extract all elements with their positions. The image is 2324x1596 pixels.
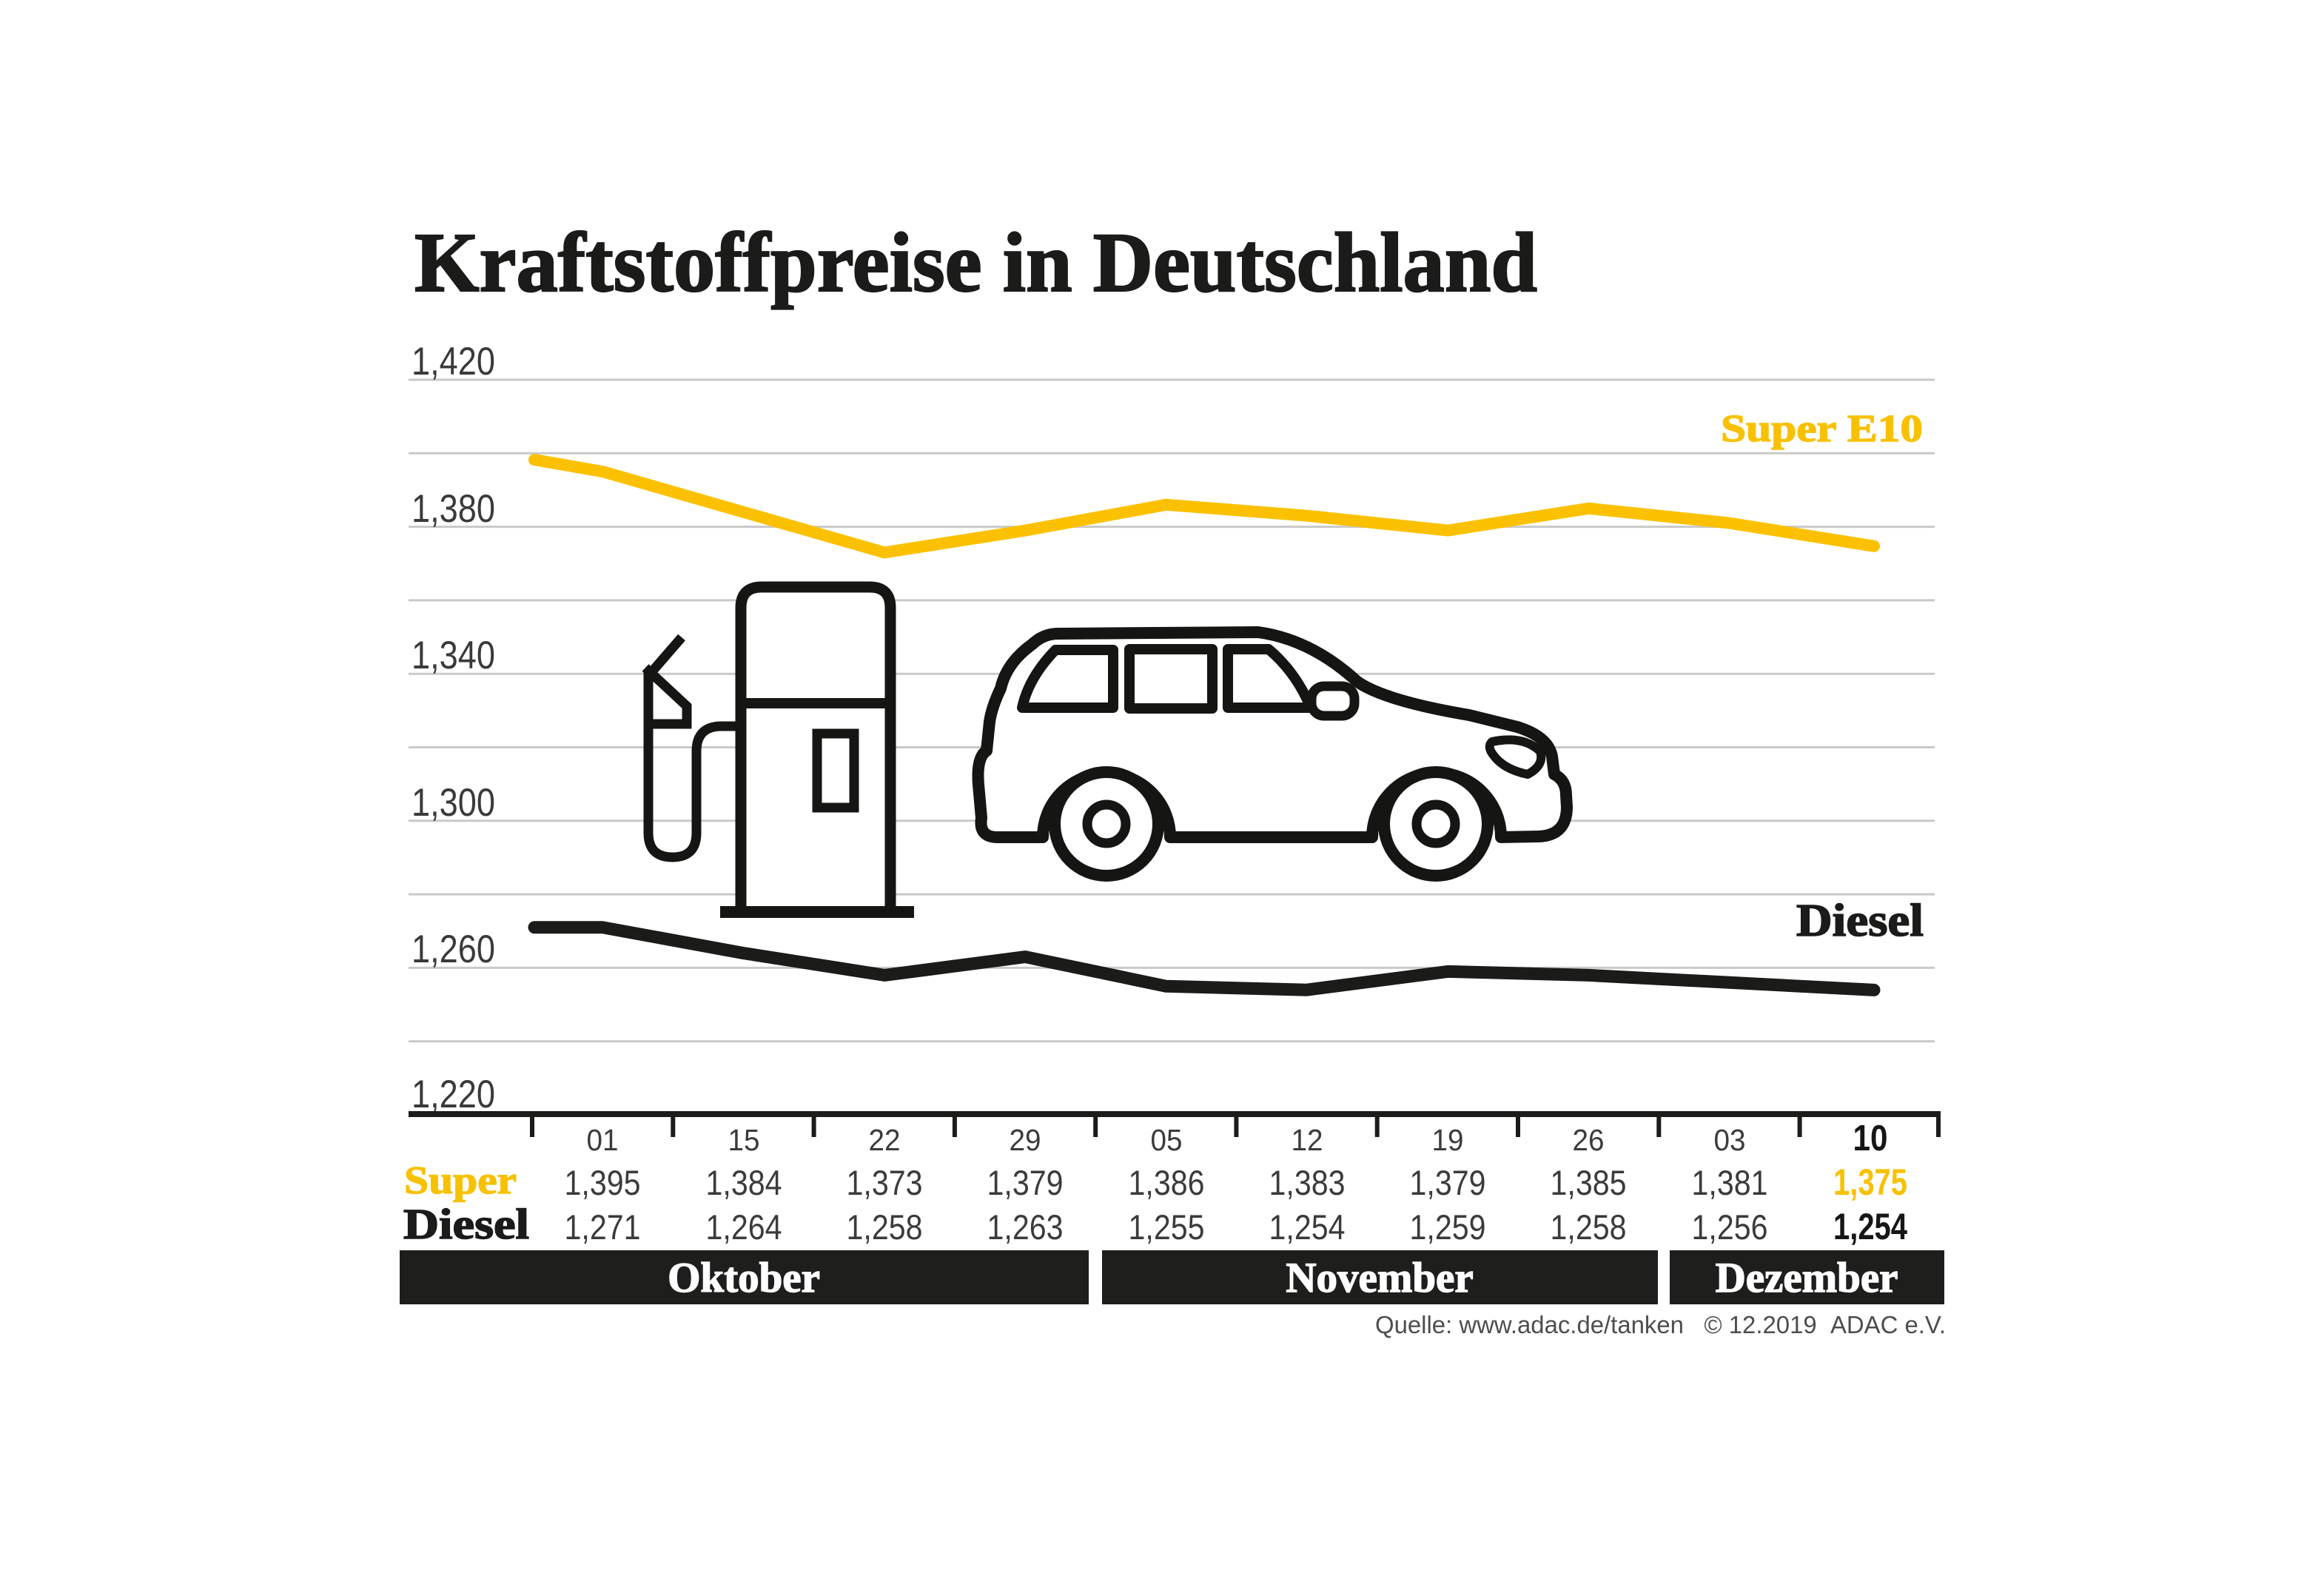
svg-text:1,264: 1,264 — [706, 1207, 782, 1247]
svg-text:1,260: 1,260 — [412, 928, 495, 971]
svg-text:12: 12 — [1292, 1123, 1323, 1157]
svg-text:Kraftstoffpreise in Deutschlan: Kraftstoffpreise in Deutschland — [414, 215, 1537, 309]
svg-text:15: 15 — [728, 1123, 760, 1157]
svg-text:1,255: 1,255 — [1129, 1207, 1205, 1247]
svg-text:1,395: 1,395 — [565, 1163, 641, 1202]
svg-text:1,220: 1,220 — [412, 1073, 495, 1116]
svg-text:1,300: 1,300 — [412, 781, 495, 825]
svg-text:1,383: 1,383 — [1269, 1163, 1346, 1202]
svg-text:1,384: 1,384 — [706, 1163, 782, 1202]
svg-text:10: 10 — [1853, 1119, 1888, 1159]
svg-text:22: 22 — [869, 1123, 901, 1157]
svg-text:1,254: 1,254 — [1269, 1207, 1346, 1247]
svg-text:Dezember: Dezember — [1716, 1255, 1898, 1301]
svg-text:1,263: 1,263 — [987, 1207, 1064, 1247]
svg-text:05: 05 — [1151, 1123, 1183, 1157]
svg-text:1,386: 1,386 — [1129, 1163, 1205, 1202]
svg-text:01: 01 — [587, 1123, 619, 1157]
svg-text:1,258: 1,258 — [847, 1207, 923, 1247]
svg-text:1,373: 1,373 — [847, 1163, 923, 1202]
svg-text:1,271: 1,271 — [565, 1207, 641, 1247]
svg-text:Quelle: www.adac.de/tanken ©: Quelle: www.adac.de/tanken © 12.2019 ADA… — [1375, 1311, 1946, 1338]
svg-text:1,379: 1,379 — [987, 1163, 1064, 1202]
svg-text:03: 03 — [1714, 1123, 1746, 1157]
svg-text:Oktober: Oktober — [668, 1255, 820, 1301]
svg-text:1,256: 1,256 — [1692, 1207, 1768, 1247]
svg-text:1,340: 1,340 — [412, 634, 495, 677]
svg-text:1,420: 1,420 — [412, 340, 495, 383]
svg-text:1,259: 1,259 — [1410, 1207, 1486, 1247]
svg-text:1,379: 1,379 — [1410, 1163, 1486, 1202]
svg-text:November: November — [1286, 1255, 1473, 1301]
svg-text:Diesel: Diesel — [1796, 896, 1924, 946]
svg-text:1,375: 1,375 — [1833, 1161, 1907, 1203]
svg-text:19: 19 — [1432, 1123, 1464, 1157]
svg-text:26: 26 — [1573, 1123, 1605, 1157]
svg-text:Super E10: Super E10 — [1721, 408, 1923, 450]
svg-text:1,385: 1,385 — [1551, 1163, 1627, 1202]
svg-text:29: 29 — [1010, 1123, 1041, 1157]
svg-text:1,380: 1,380 — [412, 487, 495, 531]
svg-text:1,381: 1,381 — [1692, 1163, 1768, 1202]
svg-text:Diesel: Diesel — [403, 1200, 529, 1248]
svg-text:1,258: 1,258 — [1551, 1207, 1627, 1247]
svg-text:1,254: 1,254 — [1833, 1206, 1907, 1247]
svg-text:Super: Super — [404, 1159, 517, 1202]
